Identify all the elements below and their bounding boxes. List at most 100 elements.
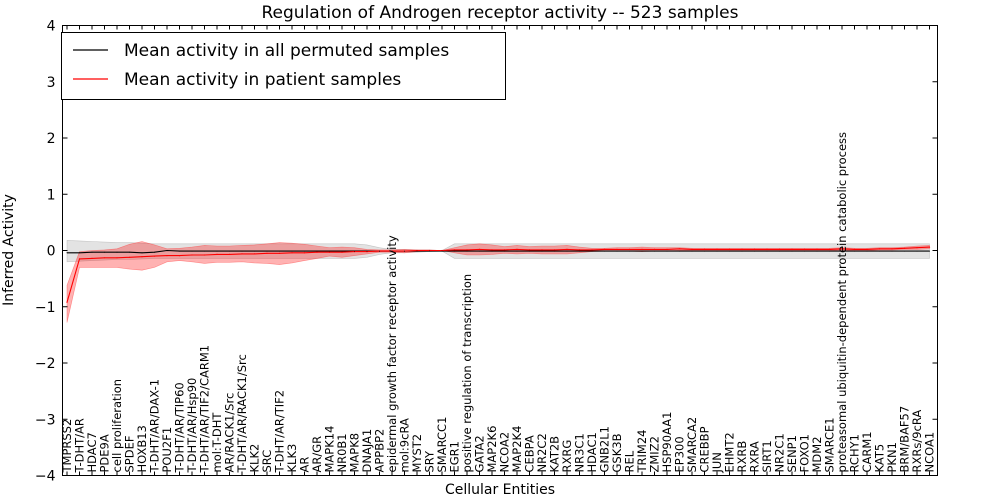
entity-label: mol:9cRA: [398, 418, 412, 472]
permuted-point: [554, 250, 555, 252]
entity-label: MAP2K6: [485, 426, 499, 473]
permuted-point: [129, 251, 130, 253]
permuted-point: [841, 250, 843, 252]
entity-label: REL: [623, 450, 637, 472]
permuted-point: [754, 250, 755, 252]
legend-label-patient: Mean activity in patient samples: [124, 70, 401, 90]
permuted-point: [466, 250, 468, 252]
permuted-point: [154, 251, 155, 253]
y-tick-label: 4: [47, 19, 56, 35]
entity-label: AR/RACK1/Src: [223, 393, 237, 473]
permuted-point: [366, 250, 368, 252]
patient-point: [853, 248, 856, 250]
permuted-point: [229, 250, 230, 252]
permuted-point: [441, 250, 443, 252]
entity-label: T-DHT/AR/TIF2/CARM1: [198, 345, 212, 474]
permuted-point: [816, 250, 818, 252]
entity-label: MAP2K4: [510, 426, 524, 473]
permuted-point: [804, 250, 805, 252]
patient-point: [341, 251, 343, 253]
x-axis-title: Cellular Entities: [445, 482, 555, 498]
y-tick-label: 1: [47, 187, 56, 203]
entity-label: KLK2: [248, 444, 262, 473]
permuted-point: [666, 250, 668, 252]
patient-point: [203, 254, 206, 256]
patient-point: [828, 248, 831, 250]
permuted-point: [741, 250, 743, 252]
y-tick-label: 3: [47, 75, 56, 91]
patient-line: [66, 246, 930, 303]
patient-point: [903, 247, 906, 249]
permuted-point: [404, 250, 405, 252]
patient-point: [541, 249, 543, 251]
entity-label: KAT2B: [548, 436, 562, 473]
permuted-point: [429, 250, 430, 252]
patient-point: [553, 249, 556, 251]
patient-band: [66, 241, 930, 323]
entity-label: SPDEF: [123, 436, 137, 473]
permuted-point: [179, 250, 180, 252]
entity-label: MDM2: [810, 436, 824, 472]
permuted-point: [191, 250, 193, 252]
entity-label: POU2F1: [160, 427, 174, 473]
patient-point: [728, 248, 731, 250]
permuted-point: [791, 250, 793, 252]
entity-label: KLK3: [285, 444, 299, 473]
permuted-point: [379, 250, 380, 252]
permuted-point: [279, 250, 280, 252]
entity-label: mol:T-DHT: [210, 412, 224, 473]
patient-point: [891, 248, 893, 250]
legend-label-permuted: Mean activity in all permuted samples: [124, 41, 449, 61]
permuted-point: [291, 250, 293, 252]
entity-label: NR3C1: [573, 433, 587, 472]
y-tick-label: 2: [47, 131, 56, 147]
permuted-point: [616, 250, 618, 252]
permuted-point: [829, 250, 830, 252]
permuted-point: [504, 250, 505, 252]
permuted-point: [566, 250, 568, 252]
patient-point: [566, 248, 568, 250]
entity-label: SIRT1: [760, 440, 774, 472]
entity-label: APPBP2: [373, 429, 387, 473]
entity-label: ZMIZ2: [648, 436, 662, 472]
entity-label: NR2C1: [773, 433, 787, 472]
entity-label: KAT5: [873, 444, 887, 473]
entity-label: RXRs/9cRA: [910, 410, 924, 473]
patient-point: [178, 255, 181, 257]
permuted-point: [341, 250, 343, 252]
entity-label: CARM1: [860, 431, 874, 472]
entity-label: AR: [298, 457, 312, 473]
permuted-point: [866, 250, 868, 252]
patient-point: [128, 256, 131, 258]
entity-label: HOXB13: [135, 425, 149, 472]
entity-label: T-DHT/AR/DAX-1: [148, 379, 162, 474]
patient-point: [916, 247, 918, 249]
permuted-point: [629, 250, 630, 252]
permuted-point: [91, 251, 93, 253]
entity-label: SRY: [423, 450, 437, 473]
entity-label: GSK3B: [610, 433, 624, 472]
patient-point: [878, 248, 881, 250]
permuted-point: [929, 250, 930, 252]
permuted-point: [654, 250, 655, 252]
entity-label: MAPK14: [323, 426, 337, 473]
entity-label: RCHY1: [848, 434, 862, 472]
entity-label: HDAC1: [585, 432, 599, 472]
permuted-point: [729, 250, 730, 252]
permuted-point: [879, 250, 880, 252]
entity-label: T-DHT/AR/RACK1/Src: [235, 354, 249, 473]
y-axis: 4 3 2 1 0 −1 −2 −3 −4: [35, 19, 938, 485]
permuted-point: [854, 250, 855, 252]
patient-point: [716, 248, 718, 250]
patient-point: [316, 251, 318, 253]
permuted-point: [141, 252, 143, 254]
entity-label: MYST2: [410, 434, 424, 473]
patient-point: [516, 248, 518, 250]
permuted-point: [516, 250, 518, 252]
entity-label: SMARCC1: [435, 417, 449, 473]
permuted-point: [166, 250, 168, 251]
patient-point: [766, 248, 768, 250]
entity-label: NR2C2: [535, 433, 549, 472]
legend-box: [61, 32, 506, 100]
chart-title: Regulation of Androgen receptor activity…: [262, 3, 739, 23]
